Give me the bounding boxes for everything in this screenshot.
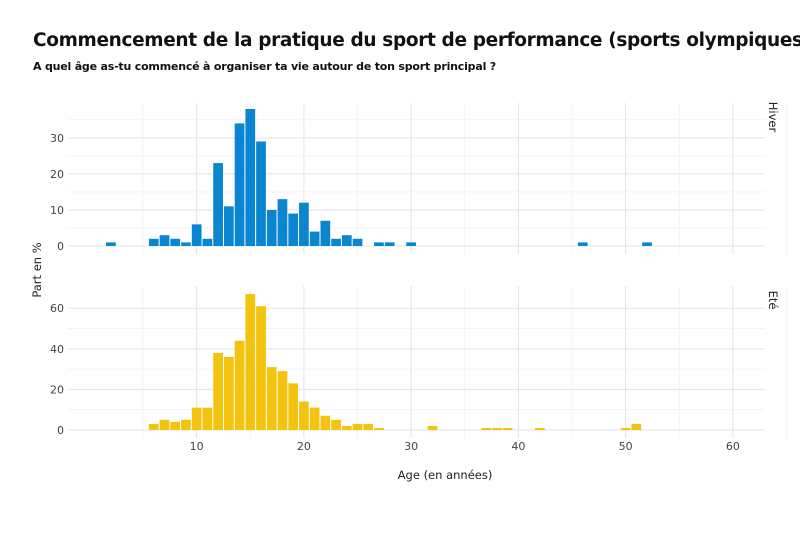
bar [620,427,631,430]
chart-subtitle: A quel âge as-tu commencé à organiser ta… [33,60,496,73]
bar [223,206,234,246]
bar [352,238,363,246]
bar [309,231,320,246]
bar [299,401,309,430]
bar [299,202,309,246]
chart-title: Commencement de la pratique du sport de … [33,30,800,51]
x-tick-label: 10 [190,440,204,453]
x-axis: 10 20 30 40 50 60 [190,440,740,453]
bar [256,141,266,246]
y-axis-title: Part en % [30,242,44,297]
bar [277,371,288,430]
y-tick-label: 20 [50,168,64,181]
bar [427,425,438,430]
bar [577,242,588,246]
x-tick-label: 30 [404,440,418,453]
panel-0: 0 10 20 30 Hiver [50,102,787,254]
bar [320,415,331,430]
bar [374,242,384,246]
bar [631,423,642,430]
bar [406,242,416,246]
bar [492,427,502,430]
facet-label: Hiver [766,102,780,133]
bar [534,427,545,430]
bar [277,199,288,246]
bar [148,238,159,246]
bar [481,427,492,430]
bar [202,407,213,430]
bar [502,427,513,430]
bar [309,407,320,430]
bar [181,419,191,430]
bar [148,423,159,430]
x-tick-label: 50 [619,440,633,453]
bar [213,352,223,430]
y-tick-label: 20 [50,383,64,396]
bar [181,242,191,246]
bar [352,423,363,430]
bar [245,109,256,246]
y-tick-label: 10 [50,204,64,217]
y-tick-label: 60 [50,302,64,315]
bar [170,421,181,430]
y-tick-label: 0 [57,424,64,437]
bar [170,238,181,246]
bar [331,238,341,246]
x-tick-label: 40 [511,440,525,453]
bar [191,407,202,430]
bar [384,242,395,246]
y-tick-label: 40 [50,343,64,356]
x-tick-label: 60 [726,440,740,453]
bar [159,235,170,246]
bar [288,213,299,246]
bar [331,419,341,430]
bar [245,294,256,430]
bar [234,123,245,246]
x-axis-title: Age (en années) [398,468,493,482]
bar [234,340,245,430]
bar [266,209,277,246]
bar [202,238,213,246]
bar [106,242,116,246]
x-tick-label: 20 [297,440,311,453]
bar [213,163,223,246]
panel-1: 0 20 40 60 Eté [50,286,787,438]
bar [341,235,352,246]
bar [341,425,352,430]
bar [159,419,170,430]
y-tick-label: 30 [50,132,64,145]
bar [191,224,202,246]
bar [223,356,234,430]
bar [256,306,266,430]
bar [320,220,331,246]
facet-label: Eté [766,291,780,310]
bar [642,242,652,246]
bar [288,383,299,430]
bar [363,423,374,430]
y-tick-label: 0 [57,240,64,253]
bar [374,427,384,430]
bar [266,367,277,430]
